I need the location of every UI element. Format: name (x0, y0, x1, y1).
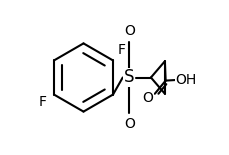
Text: F: F (38, 95, 46, 108)
Text: O: O (124, 117, 135, 131)
Text: O: O (124, 24, 135, 38)
Text: F: F (117, 43, 125, 57)
Text: S: S (124, 69, 134, 86)
Text: OH: OH (176, 73, 197, 87)
Text: O: O (142, 91, 153, 105)
